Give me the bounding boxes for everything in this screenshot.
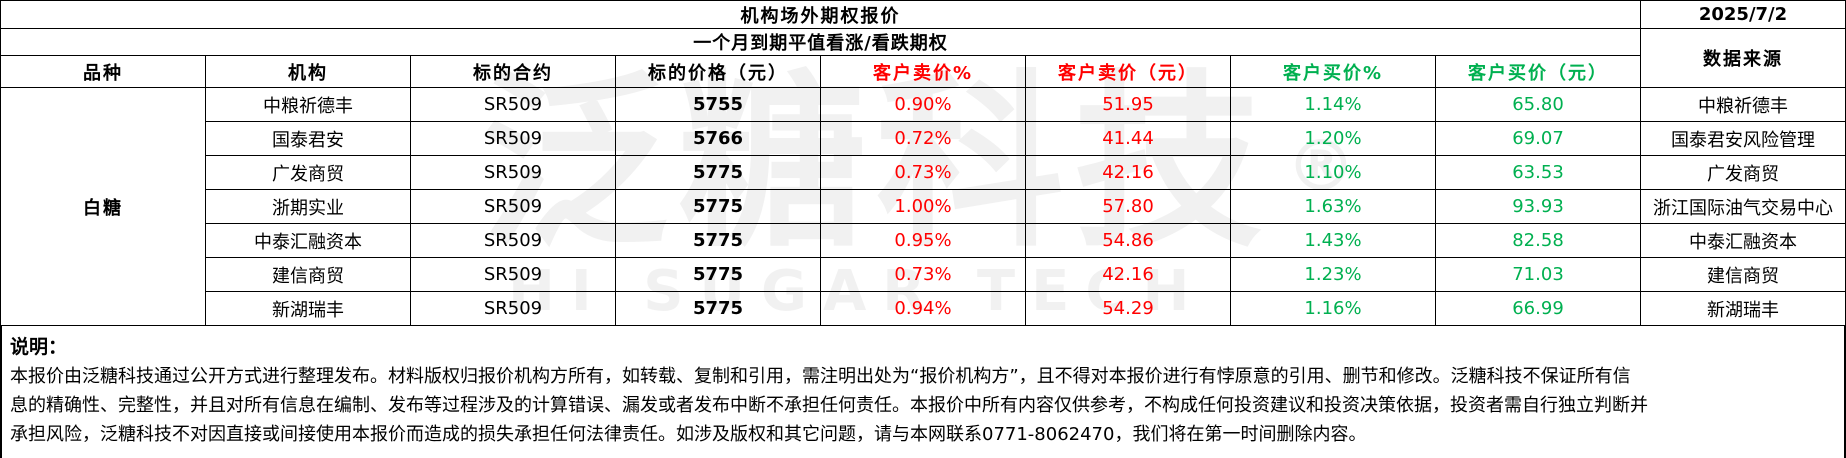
cell-underlying-price: 5775 [615,223,821,258]
disclaimer-line-3: 承担风险，泛糖科技不对因直接或间接使用本报价而造成的损失承担任何法律责任。如涉及… [10,424,1367,445]
column-header-institution: 机构 [205,55,411,88]
cell-underlying-price: 5775 [615,155,821,190]
cell-sell-pct: 0.73% [820,257,1026,292]
cell-buy-price: 82.58 [1435,223,1641,258]
report-date: 2025/7/2 [1640,0,1846,29]
cell-buy-price: 63.53 [1435,155,1641,190]
cell-source: 浙江国际油气交易中心 [1640,189,1846,224]
cell-sell-pct: 1.00% [820,189,1026,224]
cell-contract: SR509 [410,121,616,156]
cell-buy-price: 93.93 [1435,189,1641,224]
cell-buy-price: 65.80 [1435,87,1641,122]
disclaimer-section: 说明： 本报价由泛糖科技通过公开方式进行整理发布。材料版权归报价机构方所有，如转… [0,326,1846,458]
cell-institution: 国泰君安 [205,121,411,156]
cell-institution: 建信商贸 [205,257,411,292]
cell-underlying-price: 5755 [615,87,821,122]
table-row: 新湖瑞丰 SR509 5775 0.94% 54.29 1.16% 66.99 … [1,291,1846,326]
cell-source: 新湖瑞丰 [1640,291,1846,326]
disclaimer-label: 说明： [10,336,68,358]
cell-source: 中泰汇融资本 [1640,223,1846,258]
cell-sell-price: 51.95 [1025,87,1231,122]
cell-source: 广发商贸 [1640,155,1846,190]
cell-sell-price: 41.44 [1025,121,1231,156]
cell-variety: 白糖 [0,87,206,326]
column-header-sell-price: 客户卖价（元） [1025,55,1231,88]
cell-contract: SR509 [410,189,616,224]
column-header-contract: 标的合约 [410,55,616,88]
header-row: 品种 机构 标的合约 标的价格（元） 客户卖价% 客户卖价（元） 客户买价% 客… [0,55,1846,88]
cell-buy-pct: 1.14% [1230,87,1436,122]
title-row: 机构场外期权报价 2025/7/2 [0,0,1846,29]
disclaimer-line-1: 本报价由泛糖科技通过公开方式进行整理发布。材料版权归报价机构方所有，如转载、复制… [10,366,1631,387]
cell-institution: 新湖瑞丰 [205,291,411,326]
page-title: 机构场外期权报价 [0,0,1641,29]
cell-contract: SR509 [410,155,616,190]
option-type-subtitle: 一个月到期平值看涨/看跌期权 [0,28,1641,56]
column-header-sell-pct: 客户卖价% [820,55,1026,88]
quote-table: 机构场外期权报价 2025/7/2 一个月到期平值看涨/看跌期权 数据来源 品种… [0,0,1846,326]
table-row: 中泰汇融资本 SR509 5775 0.95% 54.86 1.43% 82.5… [1,223,1846,258]
cell-sell-pct: 0.73% [820,155,1026,190]
cell-contract: SR509 [410,257,616,292]
cell-buy-price: 69.07 [1435,121,1641,156]
column-header-underlying-price: 标的价格（元） [615,55,821,88]
column-header-buy-pct: 客户买价% [1230,55,1436,88]
cell-sell-pct: 0.94% [820,291,1026,326]
column-header-variety: 品种 [0,55,206,88]
cell-sell-pct: 0.72% [820,121,1026,156]
subtitle-row: 一个月到期平值看涨/看跌期权 数据来源 [0,28,1846,88]
cell-sell-price: 54.86 [1025,223,1231,258]
cell-underlying-price: 5775 [615,291,821,326]
cell-source: 中粮祈德丰 [1640,87,1846,122]
cell-institution: 浙期实业 [205,189,411,224]
cell-contract: SR509 [410,291,616,326]
cell-sell-price: 57.80 [1025,189,1231,224]
cell-sell-pct: 0.95% [820,223,1026,258]
cell-source: 建信商贸 [1640,257,1846,292]
cell-underlying-price: 5775 [615,189,821,224]
cell-buy-price: 71.03 [1435,257,1641,292]
column-header-buy-price: 客户买价（元） [1435,55,1641,88]
cell-underlying-price: 5766 [615,121,821,156]
cell-buy-pct: 1.63% [1230,189,1436,224]
cell-sell-price: 42.16 [1025,155,1231,190]
cell-sell-pct: 0.90% [820,87,1026,122]
cell-sell-price: 42.16 [1025,257,1231,292]
cell-sell-price: 54.29 [1025,291,1231,326]
table-row: 建信商贸 SR509 5775 0.73% 42.16 1.23% 71.03 … [1,257,1846,292]
cell-institution: 中粮祈德丰 [205,87,411,122]
disclaimer-line-2: 息的精确性、完整性，并且对所有信息在编制、发布等过程涉及的计算错误、漏发或者发布… [10,395,1648,416]
cell-contract: SR509 [410,87,616,122]
column-header-source: 数据来源 [1640,28,1846,88]
cell-institution: 广发商贸 [205,155,411,190]
cell-contract: SR509 [410,223,616,258]
table-row: 国泰君安 SR509 5766 0.72% 41.44 1.20% 69.07 … [1,121,1846,156]
cell-underlying-price: 5775 [615,257,821,292]
cell-source: 国泰君安风险管理 [1640,121,1846,156]
cell-buy-pct: 1.16% [1230,291,1436,326]
cell-buy-pct: 1.43% [1230,223,1436,258]
cell-buy-pct: 1.23% [1230,257,1436,292]
cell-buy-pct: 1.20% [1230,121,1436,156]
cell-buy-pct: 1.10% [1230,155,1436,190]
table-row: 白糖 中粮祈德丰 SR509 5755 0.90% 51.95 1.14% 65… [0,87,1846,326]
table-row: 广发商贸 SR509 5775 0.73% 42.16 1.10% 63.53 … [1,155,1846,190]
table-row: 浙期实业 SR509 5775 1.00% 57.80 1.63% 93.93 … [1,189,1846,224]
cell-institution: 中泰汇融资本 [205,223,411,258]
cell-buy-price: 66.99 [1435,291,1641,326]
